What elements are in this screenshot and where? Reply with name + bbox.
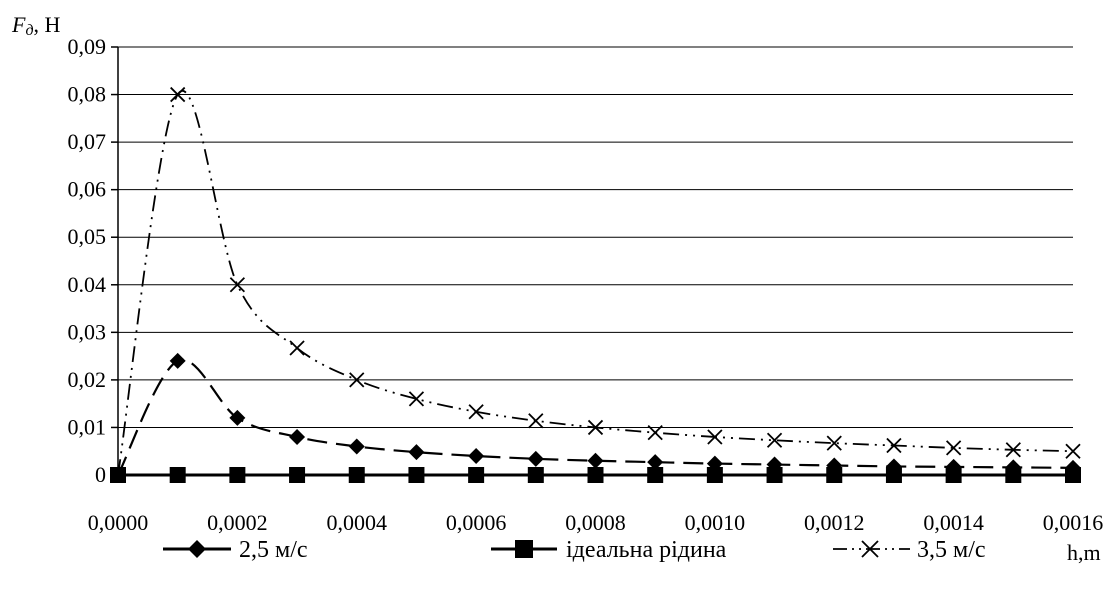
data-point-x bbox=[707, 429, 723, 445]
y-tick-label: 0.04 bbox=[68, 272, 107, 297]
legend-marker-x bbox=[861, 540, 879, 558]
x-tick-label: 0,0014 bbox=[923, 510, 984, 535]
data-point-diamond bbox=[348, 438, 365, 455]
data-point-diamond bbox=[527, 450, 544, 467]
legend-marker-diamond bbox=[188, 540, 206, 558]
data-point-x bbox=[170, 86, 186, 103]
data-point-x bbox=[647, 425, 663, 441]
data-point-square bbox=[289, 467, 306, 483]
data-point-diamond bbox=[408, 444, 425, 461]
x-tick-label: 0,0000 bbox=[88, 510, 149, 535]
data-point-x bbox=[349, 372, 365, 388]
axes bbox=[117, 47, 1073, 476]
data-point-square bbox=[647, 467, 664, 483]
data-point-x bbox=[826, 435, 842, 451]
legend-item-0: 2,5 м/с bbox=[163, 537, 308, 563]
y-axis-title: Fд, Н bbox=[11, 12, 61, 39]
y-tick-label: 0,08 bbox=[68, 82, 107, 107]
data-point-x bbox=[587, 419, 604, 436]
y-axis-title-sub: д bbox=[25, 22, 33, 39]
gridlines bbox=[118, 46, 1073, 428]
data-point-square bbox=[408, 467, 425, 483]
y-tick-label: 0 bbox=[95, 462, 106, 487]
legend-item-2: 3,5 м/с bbox=[833, 537, 986, 563]
legend-label-0: 2,5 м/с bbox=[239, 537, 308, 563]
x-tick-label: 0,0012 bbox=[804, 510, 865, 535]
x-tick-label: 0,0016 bbox=[1043, 510, 1104, 535]
y-tick-label: 0,03 bbox=[68, 319, 107, 344]
data-point-x bbox=[408, 391, 425, 407]
x-tick-label: 0,0002 bbox=[207, 510, 268, 535]
data-point-x bbox=[229, 277, 246, 293]
data-point-diamond bbox=[229, 409, 246, 426]
x-tick-label: 0,0010 bbox=[685, 510, 746, 535]
data-point-diamond bbox=[468, 447, 485, 464]
y-tick-label: 0,06 bbox=[68, 177, 107, 202]
legend-label-2: 3,5 м/с bbox=[917, 537, 986, 563]
y-tick-label: 0,07 bbox=[68, 129, 107, 154]
data-point-square bbox=[766, 467, 783, 483]
x-tick-label: 0,0004 bbox=[327, 510, 388, 535]
series-line-2 bbox=[117, 90, 1074, 476]
x-tick-label: 0,0006 bbox=[446, 510, 507, 535]
data-point-x bbox=[1065, 443, 1081, 459]
legend-marker-square bbox=[515, 540, 533, 558]
y-tick-label: 0,09 bbox=[68, 34, 107, 59]
data-point-square bbox=[1005, 467, 1022, 483]
y-axis-title-main: F bbox=[11, 12, 26, 37]
x-axis-title: h,m bbox=[1067, 540, 1101, 565]
series-lines bbox=[117, 90, 1074, 477]
x-tick-labels: 0,0000 0,0002 0,0004 0,0006 0,0008 0,0010 0,00… bbox=[88, 475, 1104, 535]
data-point-x bbox=[1005, 442, 1021, 458]
y-tick-label: 0,01 bbox=[68, 414, 107, 439]
legend-item-1: ідеальна рідина bbox=[491, 537, 727, 563]
data-point-diamond bbox=[169, 352, 186, 369]
data-point-x bbox=[945, 440, 962, 456]
data-point-diamond bbox=[587, 452, 604, 469]
y-tick-label: 0,05 bbox=[68, 224, 107, 249]
legend: 2,5 м/с ідеальна рідина 3,5 м/с bbox=[163, 537, 986, 563]
data-point-x bbox=[766, 432, 783, 448]
data-point-x bbox=[886, 437, 902, 454]
y-tick-label: 0,02 bbox=[68, 367, 107, 392]
data-point-square bbox=[169, 467, 186, 483]
data-point-x bbox=[289, 340, 305, 356]
data-point-x bbox=[468, 404, 484, 420]
series-markers bbox=[110, 86, 1081, 483]
data-point-x bbox=[528, 413, 544, 429]
y-tick-labels: 0 0,01 0,02 0,03 0.04 0,05 0,06 0,07 0,08 0,09 bbox=[68, 34, 118, 487]
x-tick-label: 0,0008 bbox=[565, 510, 626, 535]
legend-label-1: ідеальна рідина bbox=[566, 537, 727, 563]
y-axis-title-rest: , Н bbox=[34, 12, 61, 37]
data-point-diamond bbox=[289, 428, 306, 445]
data-point-diamond bbox=[647, 454, 664, 471]
data-point-square bbox=[527, 467, 544, 483]
data-point-square bbox=[885, 467, 902, 483]
